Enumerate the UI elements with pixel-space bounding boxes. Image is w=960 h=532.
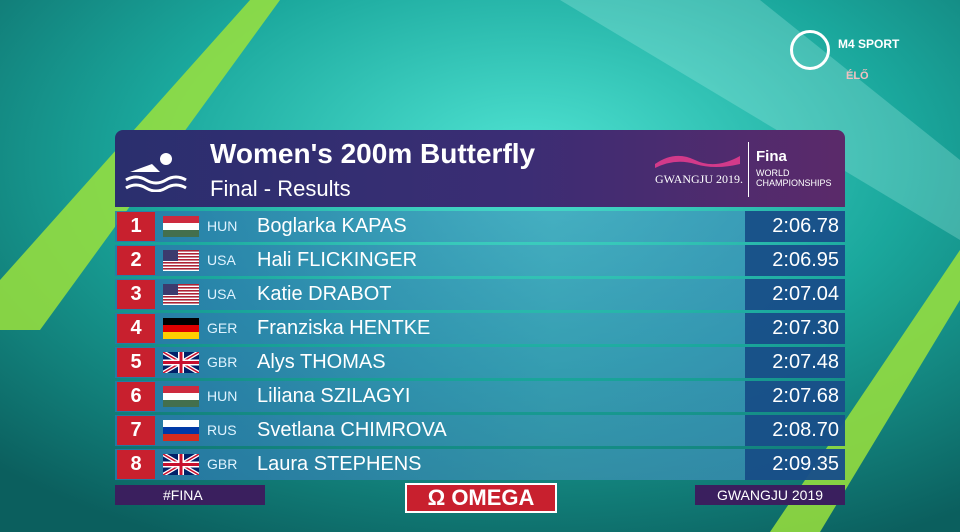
rank: 7	[117, 416, 155, 445]
row-background	[115, 449, 845, 480]
header	[115, 130, 845, 207]
result-row: 4 GER Franziska HENTKE 2:07.30	[115, 313, 845, 344]
flag	[163, 318, 199, 344]
athlete-name: Laura STEPHENS	[257, 453, 422, 475]
athlete-name: Boglarka KAPAS	[257, 215, 407, 237]
rank: 1	[117, 212, 155, 241]
athlete-name: Katie DRABOT	[257, 283, 392, 305]
athlete-name: Liliana SZILAGYI	[257, 385, 411, 407]
flag-icon	[163, 420, 199, 441]
result-time: 2:07.48	[745, 347, 845, 378]
rank: 8	[117, 450, 155, 479]
row-background	[115, 313, 845, 344]
athlete-name: Franziska HENTKE	[257, 317, 431, 339]
result-time: 2:07.30	[745, 313, 845, 344]
row-background	[115, 211, 845, 242]
flag	[163, 420, 199, 446]
rank: 5	[117, 348, 155, 377]
rank: 3	[117, 280, 155, 309]
flag-icon	[163, 216, 199, 237]
athlete-name: Alys THOMAS	[257, 351, 386, 373]
country-code: GBR	[207, 354, 238, 370]
result-row: 7 RUS Svetlana CHIMROVA 2:08.70	[115, 415, 845, 446]
fina-logo: Fina	[756, 148, 787, 165]
country-code: RUS	[207, 422, 237, 438]
result-time: 2:07.04	[745, 279, 845, 310]
subtitle: Final - Results	[210, 176, 351, 201]
flag-icon	[163, 318, 199, 339]
flag	[163, 386, 199, 412]
divider	[748, 142, 749, 197]
flag	[163, 284, 199, 310]
swimmer-icon	[125, 153, 187, 192]
country-code: HUN	[207, 388, 238, 404]
m4-logo-icon	[790, 30, 830, 70]
row-background	[115, 245, 845, 276]
rank: 4	[117, 314, 155, 343]
row-background	[115, 381, 845, 412]
country-code: HUN	[207, 218, 238, 234]
result-row: 1 HUN Boglarka KAPAS 2:06.78	[115, 211, 845, 242]
flag-icon	[161, 350, 201, 375]
athlete-name: Hali FLICKINGER	[257, 249, 418, 271]
result-row: 2 USA Hali FLICKINGER 2:06.95	[115, 245, 845, 276]
result-row: 8 GBR Laura STEPHENS 2:09.35	[115, 449, 845, 480]
country-code: USA	[207, 252, 236, 268]
event-logo-text: GWANGJU 2019.	[655, 172, 743, 186]
broadcaster-logo: M4 SPORT	[838, 37, 900, 51]
event-logo-wave	[655, 155, 740, 168]
title: Women's 200m Butterfly	[210, 138, 536, 169]
rank: 6	[117, 382, 155, 411]
flag-icon	[163, 250, 199, 271]
result-row: 5 GBR Alys THOMAS 2:07.48	[115, 347, 845, 378]
result-time: 2:08.70	[745, 415, 845, 446]
flag-icon	[163, 284, 199, 305]
result-time: 2:07.68	[745, 381, 845, 412]
result-time: 2:09.35	[745, 449, 845, 480]
result-row: 6 HUN Liliana SZILAGYI 2:07.68	[115, 381, 845, 412]
country-code: GBR	[207, 456, 238, 472]
flag	[163, 216, 199, 242]
row-background	[115, 279, 845, 310]
result-row: 3 USA Katie DRABOT 2:07.04	[115, 279, 845, 310]
flag	[161, 452, 201, 480]
rank: 2	[117, 246, 155, 275]
event-location: GWANGJU 2019	[695, 485, 845, 505]
result-time: 2:06.95	[745, 245, 845, 276]
row-background	[115, 347, 845, 378]
flag	[161, 350, 201, 378]
live-label: ÉLŐ	[846, 70, 869, 82]
championships-label: WORLD CHAMPIONSHIPS	[756, 168, 832, 188]
flag-icon	[163, 386, 199, 407]
row-background	[115, 415, 845, 446]
flag	[163, 250, 199, 276]
country-code: GER	[207, 320, 238, 336]
flag-icon	[161, 452, 201, 477]
result-time: 2:06.78	[745, 211, 845, 242]
country-code: USA	[207, 286, 236, 302]
sponsor-logo: Ω OMEGA	[405, 483, 557, 513]
athlete-name: Svetlana CHIMROVA	[257, 419, 447, 441]
hashtag: #FINA	[115, 485, 265, 505]
